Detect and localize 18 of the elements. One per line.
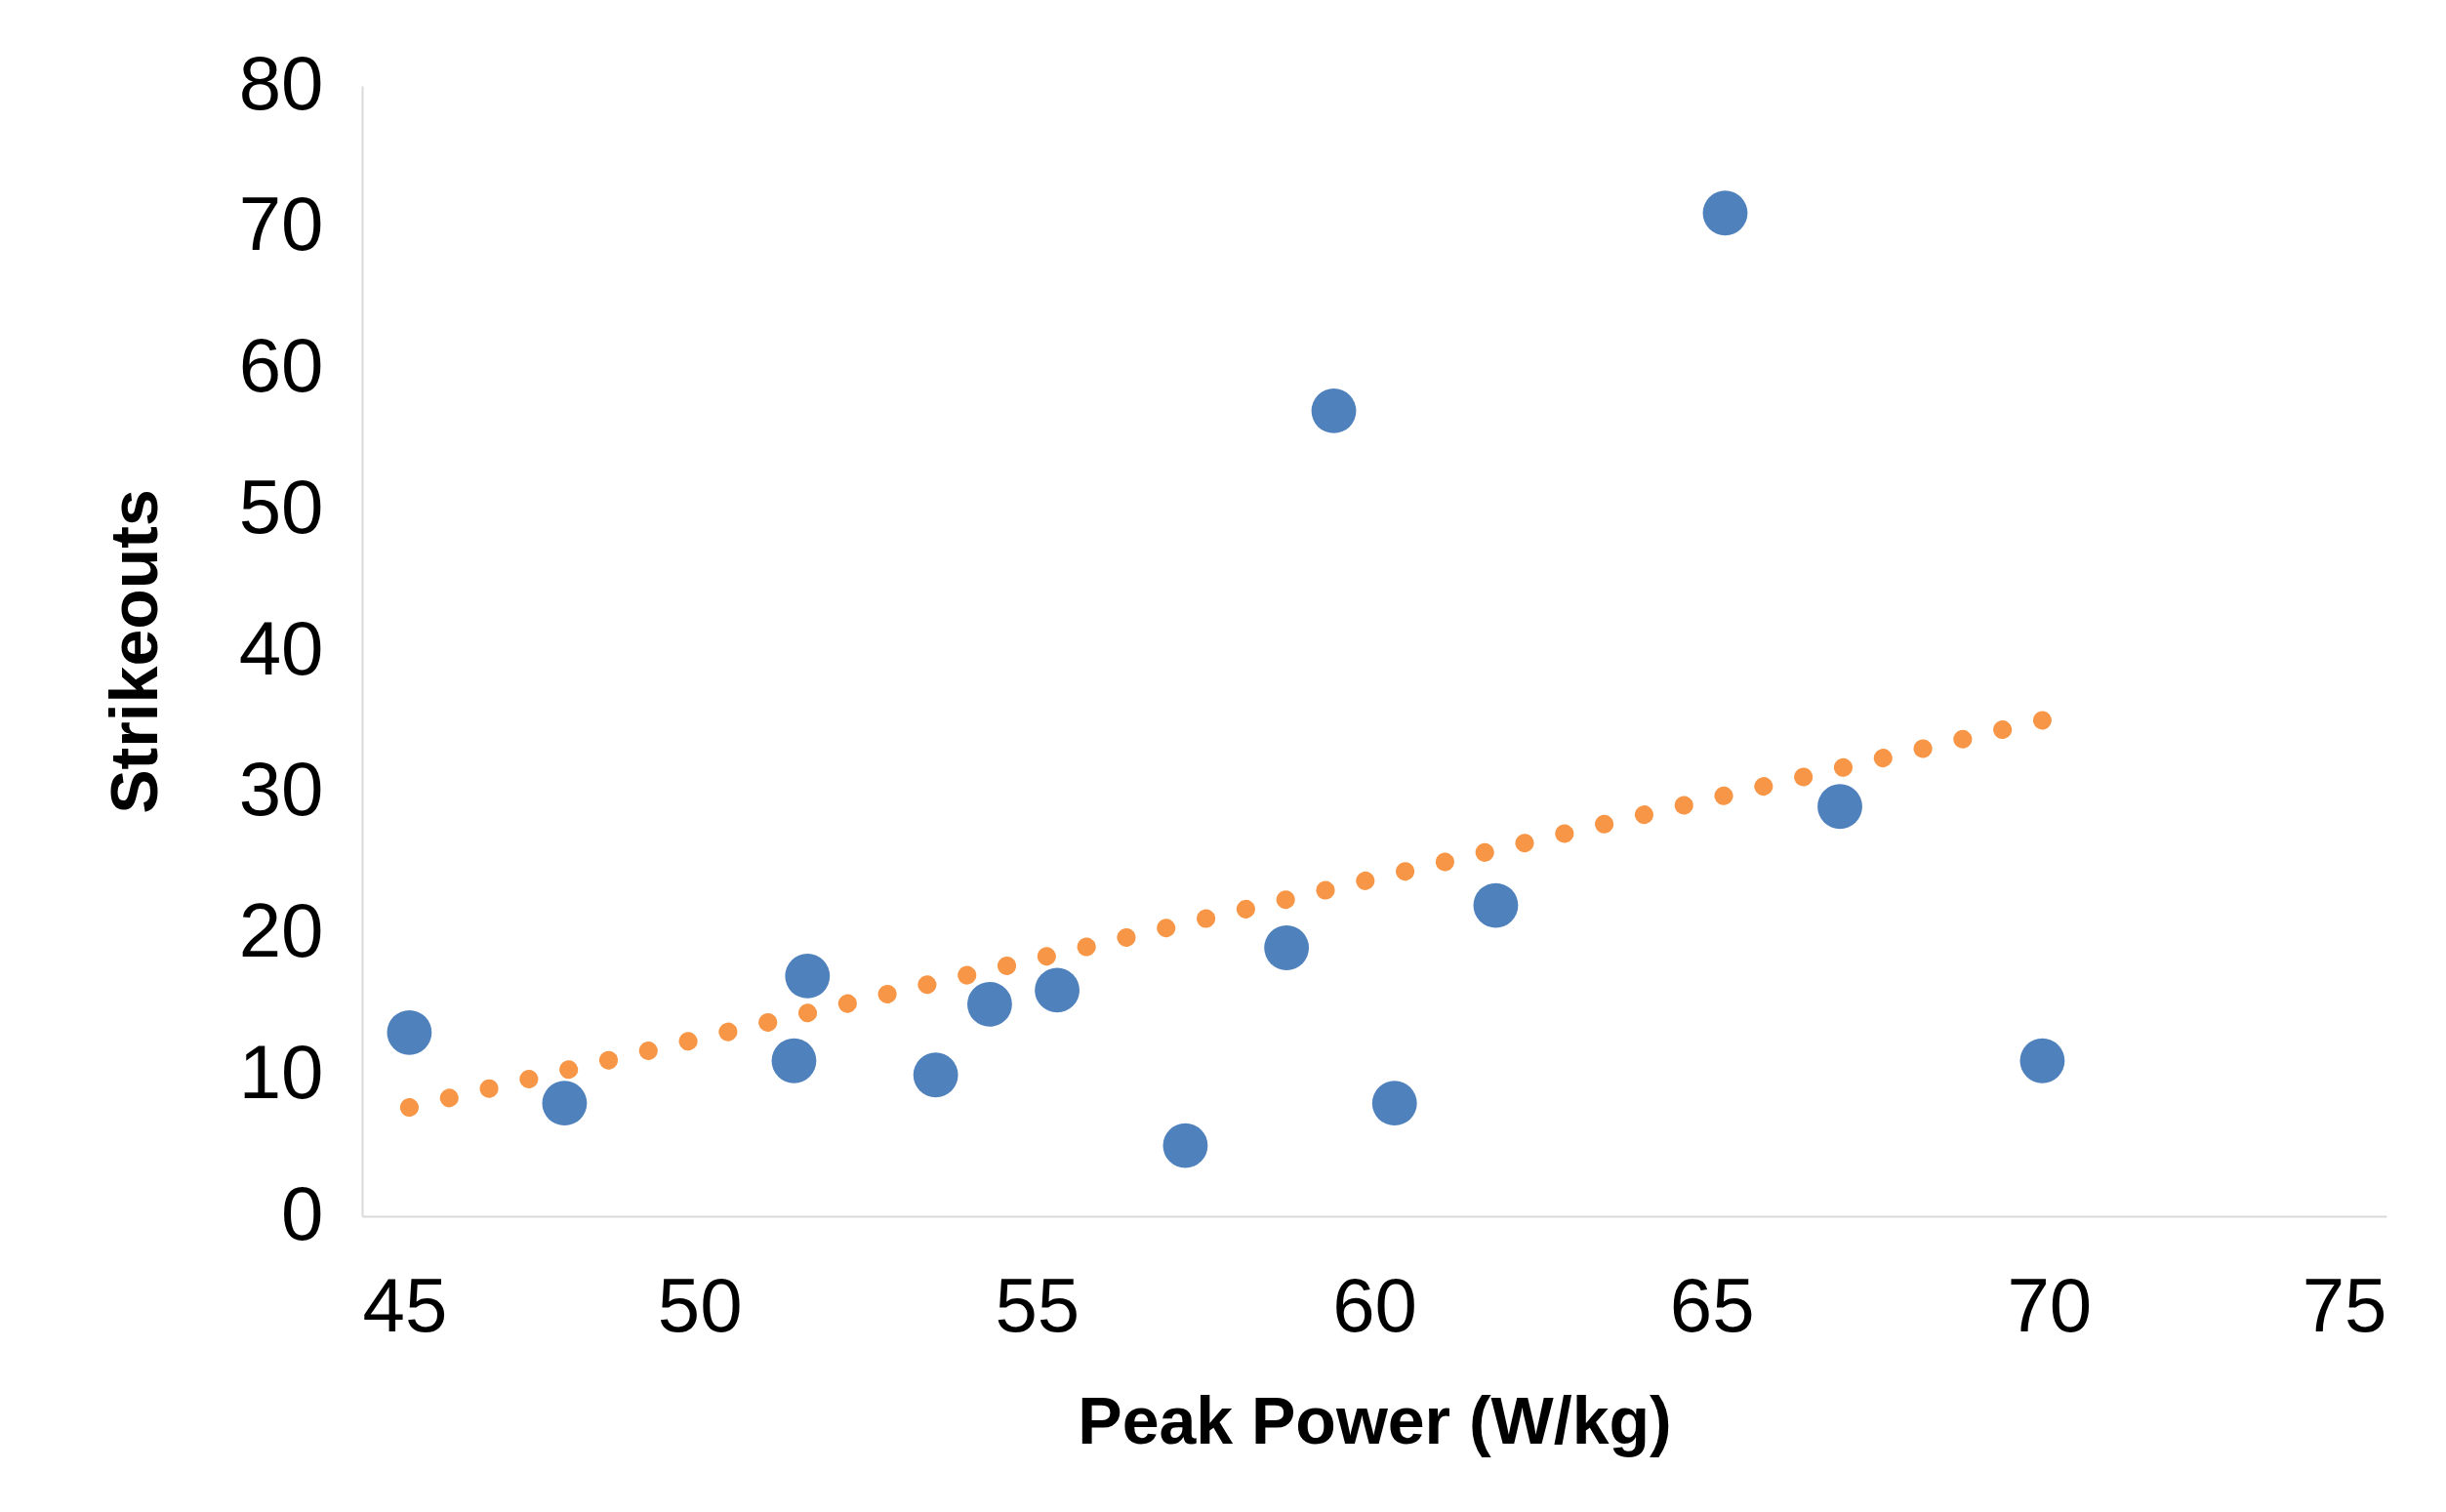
x-axis-title: Peak Power (W/kg) — [1078, 1382, 1672, 1457]
x-tick-label: 60 — [1332, 1261, 1417, 1348]
x-tick-label: 70 — [2007, 1261, 2093, 1348]
y-tick-label: 0 — [281, 1169, 324, 1256]
x-tick-label: 50 — [657, 1261, 743, 1348]
x-tick-label: 55 — [995, 1261, 1080, 1348]
y-tick-label: 40 — [238, 604, 324, 691]
y-tick-label: 50 — [238, 463, 324, 550]
x-tick-label: 65 — [1669, 1261, 1755, 1348]
x-tick-label: 45 — [362, 1261, 448, 1348]
y-tick-label: 10 — [238, 1028, 324, 1115]
y-tick-label: 30 — [238, 746, 324, 833]
y-tick-label: 60 — [238, 322, 324, 408]
y-tick-label: 70 — [238, 181, 324, 267]
y-tick-label: 20 — [238, 887, 324, 973]
x-tick-label: 75 — [2302, 1261, 2387, 1348]
y-axis-title: Strikeouts — [96, 489, 171, 814]
y-tick-label: 80 — [238, 39, 324, 126]
